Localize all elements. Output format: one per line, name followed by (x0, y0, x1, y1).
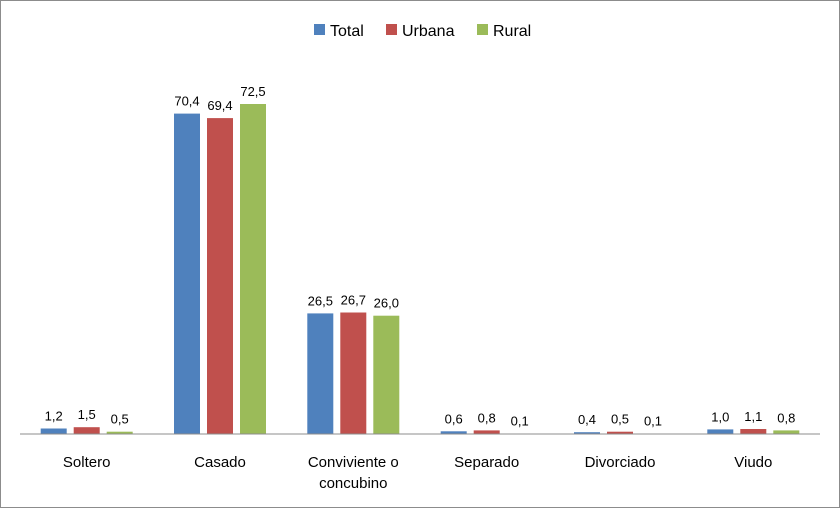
bar-total-1 (174, 113, 200, 434)
bar-urbana-5 (740, 429, 767, 434)
data-label-rural-0: 0,5 (111, 412, 129, 427)
data-label-urbana-1: 69,4 (207, 98, 232, 113)
data-label-urbana-3: 0,8 (478, 410, 496, 425)
category-label-5: Viudo (734, 454, 772, 471)
legend-swatch-urbana (386, 24, 397, 35)
legend-label-rural: Rural (493, 23, 531, 40)
value-labels: 1,2 1,5 0,5 70,4 69,4 72,5 26,5 26,7 26,0 0,6 0,8 0… (45, 84, 796, 429)
data-label-total-3: 0,6 (445, 411, 463, 426)
data-label-total-2: 26,5 (308, 293, 333, 308)
legend-swatch-total (314, 24, 325, 35)
data-label-urbana-5: 1,1 (744, 409, 762, 424)
bar-rural-0 (106, 431, 133, 434)
category-label-0: Soltero (63, 454, 111, 471)
category-label-4: Divorciado (585, 454, 656, 471)
data-label-rural-3: 0,1 (511, 414, 529, 429)
data-label-total-5: 1,0 (711, 409, 729, 424)
bar-rural-2 (373, 315, 400, 434)
category-labels: Soltero Casado Conviviente o concubino Separ… (63, 454, 772, 492)
bar-urbana-4 (607, 431, 633, 434)
bar-urbana-3 (473, 430, 500, 434)
data-label-total-4: 0,4 (578, 412, 596, 427)
category-label-2: Conviviente o concubino (308, 454, 399, 492)
bar-total-4 (574, 432, 600, 434)
legend-label-urbana: Urbana (402, 23, 455, 40)
bar-total-3 (440, 431, 467, 434)
bar-total-0 (40, 428, 67, 434)
data-label-rural-4: 0,1 (644, 414, 662, 429)
data-label-urbana-4: 0,5 (611, 412, 629, 427)
data-label-rural-5: 0,8 (777, 410, 795, 425)
data-label-total-0: 1,2 (45, 409, 63, 424)
data-label-urbana-0: 1,5 (78, 407, 96, 422)
category-label-3: Separado (454, 454, 519, 471)
bar-urbana-1 (207, 118, 233, 434)
bars (40, 104, 800, 434)
data-label-total-1: 70,4 (174, 94, 199, 109)
bar-urbana-2 (340, 312, 367, 434)
bar-rural-5 (773, 430, 800, 434)
data-label-rural-2: 26,0 (374, 296, 399, 311)
data-label-rural-1: 72,5 (240, 84, 265, 99)
bar-total-2 (307, 313, 334, 434)
legend-label-total: Total (330, 23, 364, 40)
category-label-1: Casado (194, 454, 246, 471)
legend-swatch-rural (477, 24, 488, 35)
legend: Total Urbana Rural (314, 23, 531, 40)
bar-urbana-0 (73, 427, 100, 434)
data-label-urbana-2: 26,7 (341, 293, 366, 308)
bar-total-5 (707, 429, 734, 434)
bar-rural-1 (240, 104, 266, 434)
